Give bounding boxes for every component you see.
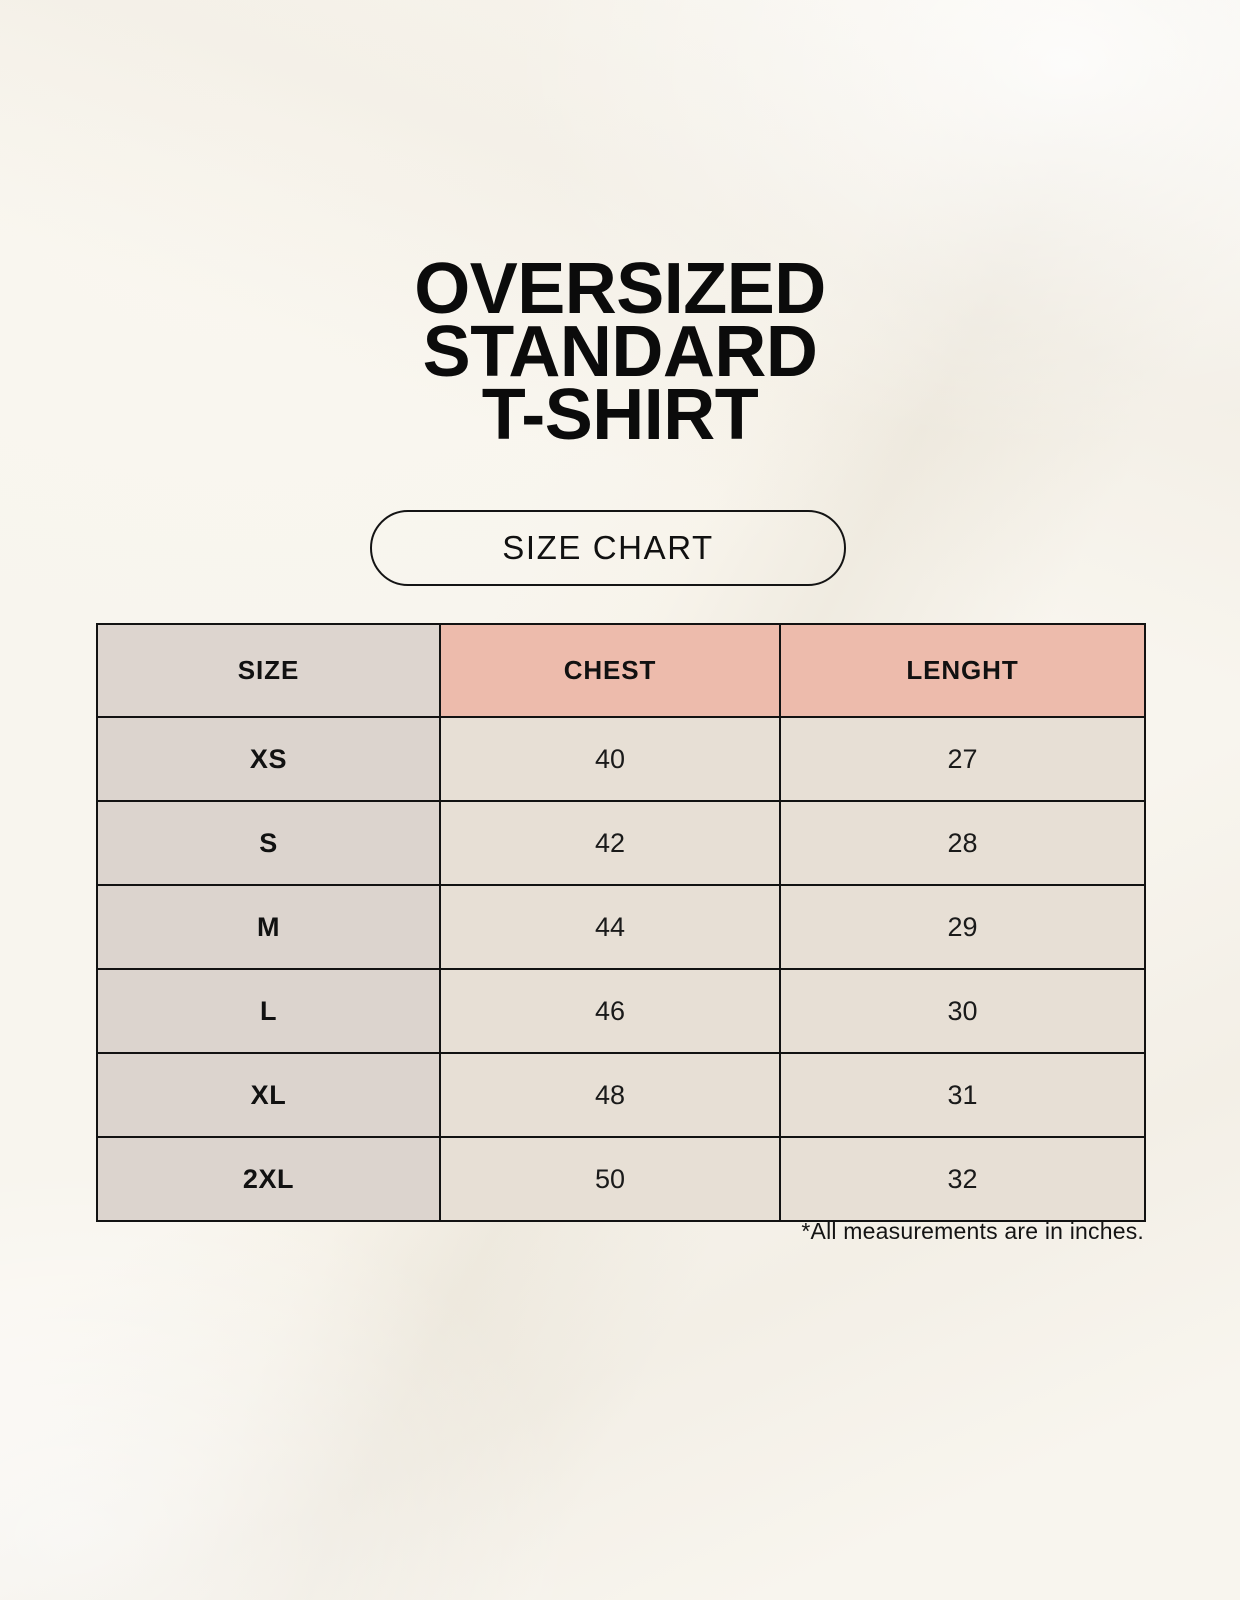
table-row: 2XL 50 32	[96, 1136, 1146, 1222]
cell-length: 31	[779, 1052, 1146, 1138]
cell-size: L	[96, 968, 441, 1054]
table-row: L 46 30	[96, 968, 1146, 1054]
table-row: XS 40 27	[96, 716, 1146, 802]
cell-length: 30	[779, 968, 1146, 1054]
page-title: OVERSIZED STANDARD T-SHIRT	[0, 249, 1240, 455]
cell-chest: 46	[439, 968, 781, 1054]
cell-chest: 42	[439, 800, 781, 886]
page-title-line-2: STANDARD	[422, 312, 818, 392]
cell-length: 28	[779, 800, 1146, 886]
page-title-line-3: T-SHIRT	[481, 375, 759, 455]
size-table-header: SIZE CHEST LENGHT	[96, 623, 1146, 718]
size-table-container: SIZE CHEST LENGHT XS 40 27 S 42 28 M	[96, 623, 1146, 1222]
table-row: S 42 28	[96, 800, 1146, 886]
cell-chest: 48	[439, 1052, 781, 1138]
cell-length: 29	[779, 884, 1146, 970]
cell-size: XS	[96, 716, 441, 802]
size-table-body: XS 40 27 S 42 28 M 44 29 L 46 30	[96, 716, 1146, 1222]
page-title-line-1: OVERSIZED	[414, 249, 826, 329]
cell-length: 32	[779, 1136, 1146, 1222]
cell-chest: 40	[439, 716, 781, 802]
table-header-row: SIZE CHEST LENGHT	[96, 623, 1146, 718]
cell-size: 2XL	[96, 1136, 441, 1222]
cell-size: S	[96, 800, 441, 886]
table-row: XL 48 31	[96, 1052, 1146, 1138]
cell-chest: 50	[439, 1136, 781, 1222]
size-table: SIZE CHEST LENGHT XS 40 27 S 42 28 M	[96, 623, 1146, 1222]
column-header-chest: CHEST	[439, 623, 781, 718]
cell-chest: 44	[439, 884, 781, 970]
cell-size: XL	[96, 1052, 441, 1138]
column-header-length: LENGHT	[779, 623, 1146, 718]
table-row: M 44 29	[96, 884, 1146, 970]
column-header-size: SIZE	[96, 623, 441, 718]
measurement-units-note: *All measurements are in inches.	[801, 1218, 1144, 1244]
size-chart-badge: SIZE CHART	[370, 510, 846, 586]
cell-length: 27	[779, 716, 1146, 802]
size-chart-badge-label: SIZE CHART	[502, 529, 714, 566]
cell-size: M	[96, 884, 441, 970]
